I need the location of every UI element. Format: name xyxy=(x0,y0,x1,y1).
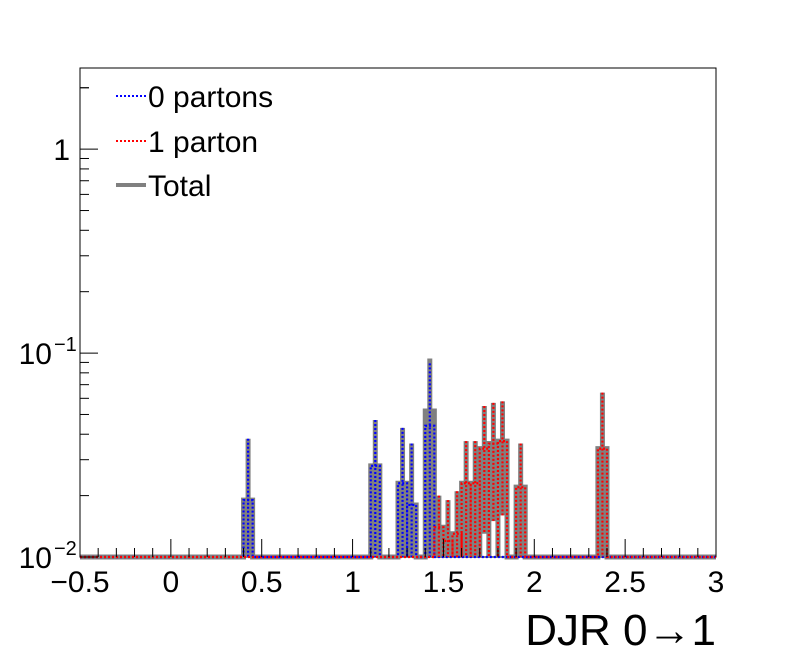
y-tick-label: 10 xyxy=(19,338,52,371)
series-1-parton xyxy=(80,392,716,559)
x-tick-label: −0.5 xyxy=(50,566,109,599)
legend-label-0-partons: 0 partons xyxy=(148,81,273,114)
legend: 0 partons 1 parton Total xyxy=(116,81,273,203)
histogram-layer xyxy=(80,358,716,560)
x-tick-label: 1 xyxy=(344,566,361,599)
legend-label-total: Total xyxy=(148,170,211,203)
series-line-0-partons xyxy=(80,424,716,559)
legend-label-1-parton: 1 parton xyxy=(148,126,258,159)
y-tick-label: 1 xyxy=(53,134,70,167)
x-tick-label: 0 xyxy=(163,566,180,599)
series-line-1-parton xyxy=(80,440,716,559)
plot-frame xyxy=(79,67,717,558)
y-tick-exponent: −2 xyxy=(54,538,77,560)
y-tick-label: 10 xyxy=(19,542,52,575)
x-tick-label: 3 xyxy=(708,566,725,599)
x-tick-label: 2.5 xyxy=(604,566,646,599)
x-tick-label: 0.5 xyxy=(241,566,283,599)
x-tick-label: 2 xyxy=(526,566,543,599)
series-0-partons xyxy=(80,363,716,559)
x-axis-title: DJR 0→1 xyxy=(525,606,716,655)
y-tick-exponent: −1 xyxy=(54,334,77,356)
x-tick-label: 1.5 xyxy=(423,566,465,599)
